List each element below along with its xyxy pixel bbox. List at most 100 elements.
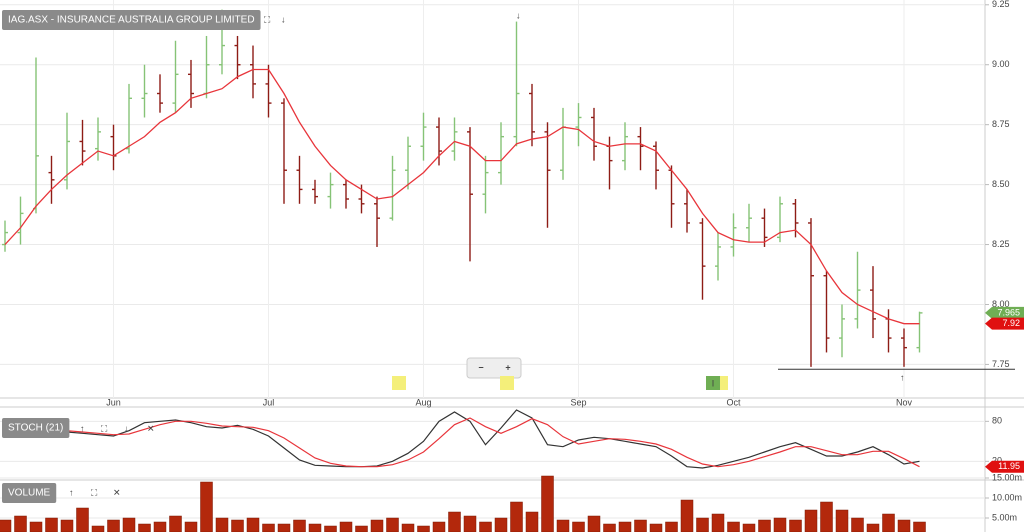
ohlc-bar <box>823 270 830 353</box>
volume-bar <box>587 515 601 532</box>
y-tick-label: 8.00 <box>992 299 1010 309</box>
price-tag-label: 11.95 <box>998 461 1020 471</box>
volume-bar <box>820 501 833 532</box>
volume-bar <box>401 523 415 532</box>
x-tick-label: Sep <box>570 397 586 407</box>
volume-bar <box>618 521 632 532</box>
volume-bar <box>773 517 787 532</box>
ohlc-bar <box>343 179 349 209</box>
volume-bar <box>494 517 508 532</box>
expand-icon[interactable]: ⛶ <box>90 487 98 497</box>
volume-bar <box>0 519 12 532</box>
volume-bar <box>804 509 818 532</box>
volume-bar <box>758 519 771 532</box>
volume-bar <box>479 521 492 532</box>
ohlc-bar <box>389 155 396 221</box>
ohlc-bar <box>854 251 861 329</box>
volume-bar <box>742 523 756 532</box>
ohlc-bar <box>544 122 551 228</box>
volume-bar <box>14 515 27 532</box>
event-marker: I <box>712 378 715 388</box>
ohlc-bar <box>529 83 535 147</box>
ohlc-bar <box>498 122 504 185</box>
ohlc-bar <box>870 266 876 339</box>
volume-bar <box>556 519 570 532</box>
ohlc-bar <box>48 155 55 204</box>
title: STOCH (21) <box>8 423 63 434</box>
panel-title: IAG.ASX - INSURANCE AUSTRALIA GROUP LIMI… <box>2 10 261 30</box>
x-tick-label: Jun <box>106 397 121 407</box>
note-icon[interactable] <box>720 376 728 390</box>
y-tick-label: 8.75 <box>992 119 1010 129</box>
volume-bar <box>386 517 399 532</box>
volume-bar <box>339 521 353 532</box>
expand-icon[interactable]: ⛶ <box>100 423 108 433</box>
zoom-out[interactable]: − <box>478 362 483 372</box>
title-box <box>2 418 70 438</box>
volume-bar <box>29 521 43 532</box>
ohlc-bar <box>467 127 473 262</box>
volume-bar <box>572 521 585 532</box>
ohlc-bar <box>141 64 148 118</box>
x-tick-label: Nov <box>896 397 913 407</box>
close-icon[interactable]: ✕ <box>147 423 155 433</box>
ohlc-bar <box>436 117 442 166</box>
up-icon[interactable]: ↑ <box>69 487 74 497</box>
y-tick-label: 5.00m <box>992 512 1017 522</box>
price-tag <box>985 317 1024 330</box>
volume-bar <box>835 509 849 532</box>
volume-bar <box>169 515 182 532</box>
y-tick-label: 9.25 <box>992 0 1010 9</box>
volume-bar <box>138 523 151 532</box>
volume-bar <box>417 525 430 532</box>
volume-bar <box>231 519 244 532</box>
ohlc-bar <box>312 179 318 204</box>
event-icon[interactable] <box>706 376 720 390</box>
ohlc-bar <box>281 98 287 204</box>
volume-bar <box>107 519 120 532</box>
marks-layer <box>0 9 1015 532</box>
volume-bar <box>665 521 678 532</box>
volume-bar <box>76 507 89 532</box>
ohlc-bar <box>265 64 272 118</box>
stoch-line <box>5 417 920 468</box>
ohlc-bar <box>234 35 241 80</box>
price-tag-label: 7.92 <box>1002 318 1020 328</box>
ohlc-bar <box>451 117 458 161</box>
note-icon[interactable] <box>392 376 406 390</box>
title: VOLUME <box>8 488 51 499</box>
volume-bar <box>789 519 802 532</box>
zoom-in[interactable]: + <box>505 362 510 372</box>
ohlc-bar <box>715 232 721 281</box>
expand-icon[interactable]: ⛶ <box>263 14 271 24</box>
ohlc-bar <box>420 112 427 161</box>
ohlc-bar <box>777 196 783 243</box>
volume-bar <box>913 521 926 532</box>
volume-bar <box>324 525 337 532</box>
volume-bar <box>200 481 213 532</box>
volume-bar <box>91 525 105 532</box>
ohlc-bar <box>327 172 334 209</box>
close-icon[interactable]: ✕ <box>113 487 121 497</box>
volume-bar <box>525 511 539 532</box>
title-box <box>2 10 261 30</box>
volume-bar <box>246 517 260 532</box>
note-icon[interactable] <box>500 376 514 390</box>
ohlc-bar <box>64 112 70 190</box>
y-tick-label: 7.75 <box>992 359 1010 369</box>
labels-layer: 7.75 8.00 8.25 8.50 8.75 9.00 9.25 Jun Jul Aug Sep… <box>2 0 1024 522</box>
down-icon[interactable]: ↓ <box>124 423 129 433</box>
volume-bar <box>308 523 322 532</box>
toolbar: ⛶ ↓ ↑ ⛶ ↓ ✕ ↑ ⛶ ✕ ↓ ↑ − + I <box>69 10 905 497</box>
ohlc-bar <box>250 45 256 99</box>
down-icon[interactable]: ↓ <box>281 14 286 24</box>
up-icon[interactable]: ↑ <box>80 423 85 433</box>
ohlc-bar <box>79 119 86 166</box>
ohlc-bar <box>575 103 582 147</box>
volume-bar <box>727 521 740 532</box>
x-tick-label: Oct <box>726 397 741 407</box>
ohlc-bar <box>157 74 163 113</box>
